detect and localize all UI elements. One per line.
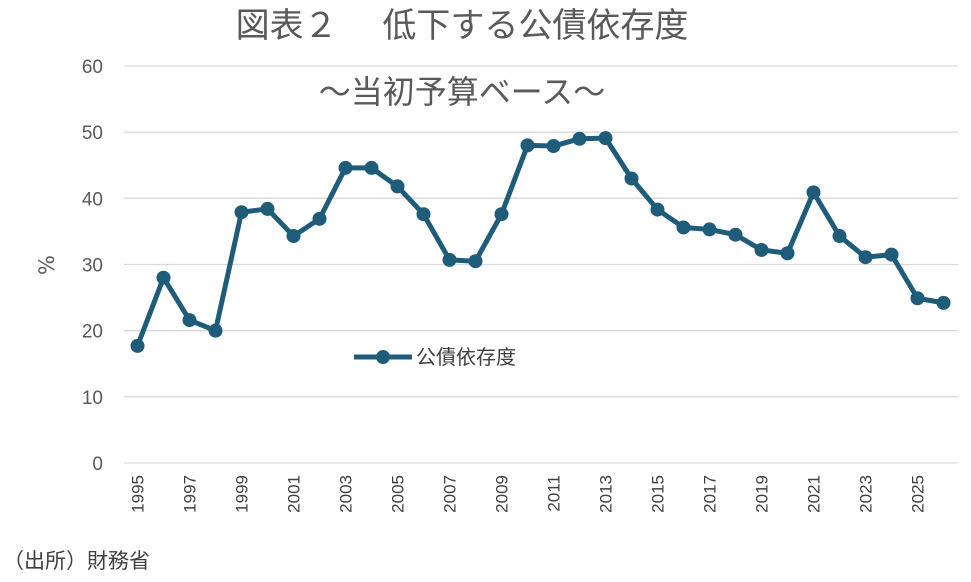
x-tick-label-2009: 2009 [493, 475, 512, 513]
data-point-2022 [832, 229, 847, 244]
x-tick-label-2005: 2005 [389, 475, 408, 513]
y-tick-label-30: 30 [82, 256, 103, 277]
chart-subtitle: ～当初予算ベース～ [319, 73, 605, 111]
data-point-1995 [130, 338, 145, 353]
x-tick-label-2013: 2013 [597, 475, 616, 513]
data-point-2015 [650, 202, 665, 217]
y-tick-label-0: 0 [92, 454, 103, 475]
data-point-2010 [520, 138, 535, 153]
x-tick-label-1999: 1999 [233, 475, 252, 513]
x-tick-label-2007: 2007 [441, 475, 460, 513]
data-point-2007 [442, 252, 457, 267]
data-point-2018 [728, 227, 743, 242]
x-tick-label-1995: 1995 [129, 475, 148, 513]
data-point-2009 [494, 207, 509, 222]
data-point-2001 [286, 229, 301, 244]
data-point-2016 [676, 220, 691, 235]
y-axis-label: % [35, 255, 59, 275]
x-tick-label-2017: 2017 [701, 475, 720, 513]
data-point-2025 [910, 291, 925, 306]
data-point-2013 [598, 131, 613, 146]
x-tick-label-2001: 2001 [285, 475, 304, 513]
x-tick-label-1997: 1997 [181, 475, 200, 513]
data-point-2024 [884, 247, 899, 262]
x-tick-label-2023: 2023 [857, 475, 876, 513]
x-tick-label-2025: 2025 [909, 475, 928, 513]
data-point-2023 [858, 250, 873, 265]
data-point-1996 [156, 270, 171, 285]
data-point-2002 [312, 211, 327, 226]
y-tick-label-20: 20 [82, 322, 103, 343]
data-point-2017 [702, 222, 717, 237]
source-note: （出所）財務省 [3, 549, 150, 573]
data-point-2003 [338, 160, 353, 175]
x-tick-label-2015: 2015 [649, 475, 668, 513]
y-axis-ticks: 0 10 20 30 40 50 60 [82, 57, 103, 475]
legend: 公債依存度 [354, 345, 516, 369]
data-point-1998 [208, 323, 223, 338]
y-tick-label-40: 40 [82, 189, 103, 210]
x-axis-ticks: 1995 1997 1999 2001 2003 2005 2007 2009 2011 2013… [129, 475, 928, 513]
data-point-2019 [754, 242, 769, 257]
data-point-2020 [780, 246, 795, 261]
data-point-2005 [390, 179, 405, 194]
x-tick-label-2003: 2003 [337, 475, 356, 513]
data-point-2026 [936, 295, 951, 310]
data-point-1997 [182, 313, 197, 328]
data-point-2000 [260, 201, 275, 216]
data-point-2011 [546, 139, 561, 154]
x-tick-label-2011: 2011 [545, 475, 564, 512]
legend-marker [376, 350, 390, 364]
data-point-2004 [364, 160, 379, 175]
x-tick-label-2019: 2019 [753, 475, 772, 513]
data-point-2008 [468, 254, 483, 269]
data-point-2021 [806, 185, 821, 200]
series-line-0 [135, 135, 946, 349]
data-point-2006 [416, 207, 431, 222]
data-point-1999 [234, 205, 249, 220]
series-layer [130, 131, 951, 353]
data-point-2014 [624, 171, 639, 186]
y-tick-label-50: 50 [82, 123, 103, 144]
gridlines [124, 65, 958, 464]
y-tick-label-60: 60 [82, 57, 103, 78]
data-point-2012 [572, 131, 587, 146]
chart-title: 図表２ 低下する公債依存度 [236, 6, 689, 46]
x-tick-label-2021: 2021 [805, 475, 824, 513]
y-tick-label-10: 10 [82, 388, 103, 409]
legend-label: 公債依存度 [416, 345, 516, 369]
